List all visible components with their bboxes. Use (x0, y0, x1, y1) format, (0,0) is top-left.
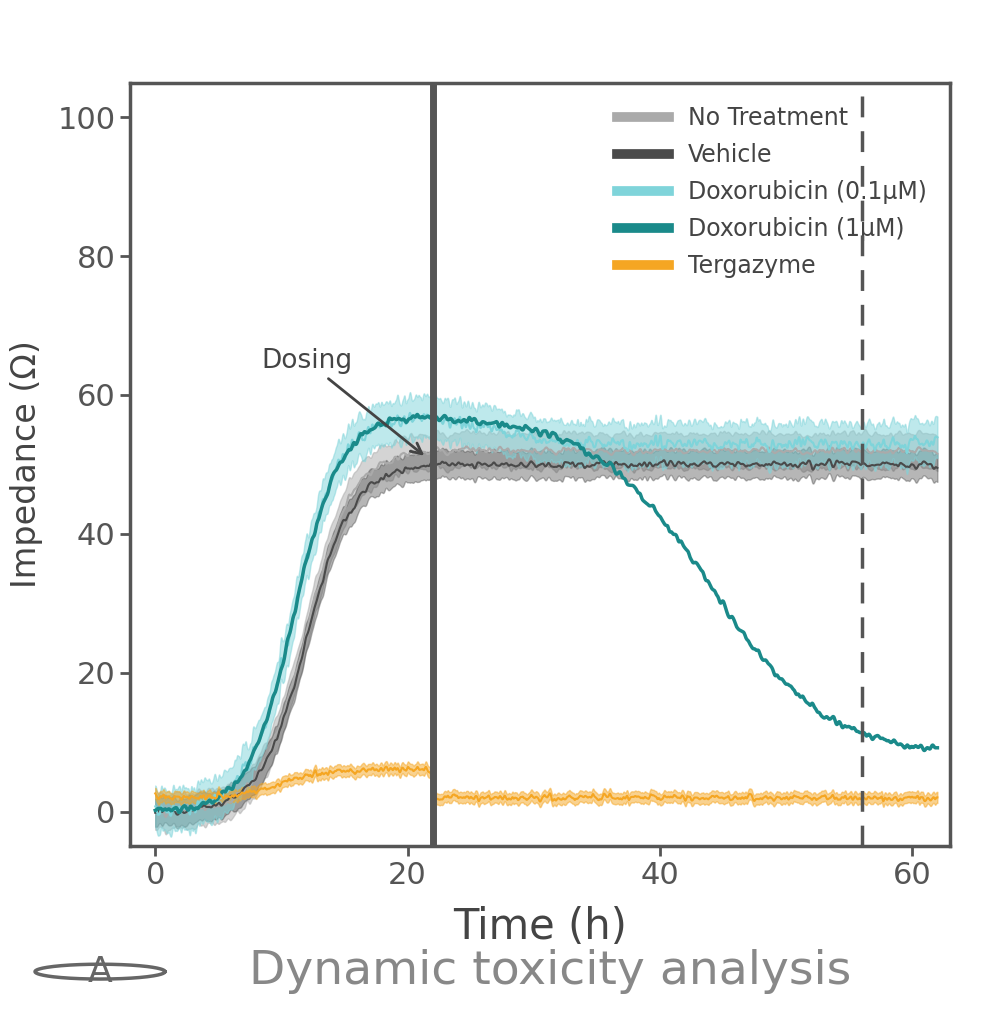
Text: Dosing: Dosing (261, 348, 422, 454)
Text: Dynamic toxicity analysis: Dynamic toxicity analysis (249, 949, 851, 994)
Text: A: A (88, 955, 112, 989)
X-axis label: Time (h): Time (h) (453, 906, 627, 948)
Legend: No Treatment, Vehicle, Doxorubicin (0.1μM), Doxorubicin (1μM), Tergazyme: No Treatment, Vehicle, Doxorubicin (0.1μ… (605, 94, 938, 290)
Y-axis label: Impedance (Ω): Impedance (Ω) (10, 341, 43, 588)
